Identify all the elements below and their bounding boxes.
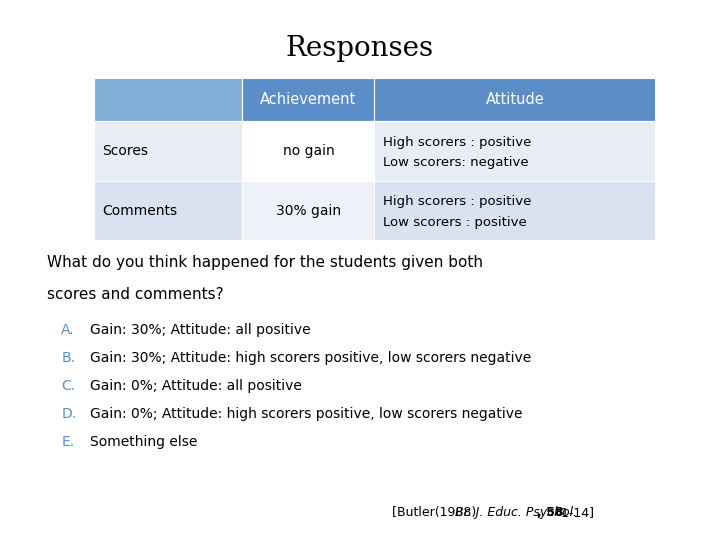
Text: What do you think happened for the students given both: What do you think happened for the stude… <box>47 255 483 271</box>
Bar <box>374 78 655 122</box>
Text: B.: B. <box>61 351 75 365</box>
Text: 1-14]: 1-14] <box>557 507 593 519</box>
Text: Gain: 0%; Attitude: all positive: Gain: 0%; Attitude: all positive <box>90 379 302 393</box>
Text: , 58: , 58 <box>537 507 564 519</box>
Text: Comments: Comments <box>102 204 177 218</box>
Text: Responses: Responses <box>286 35 434 62</box>
Bar <box>374 181 655 240</box>
Text: C.: C. <box>61 379 76 393</box>
Text: scores and comments?: scores and comments? <box>47 287 223 302</box>
Bar <box>94 181 243 240</box>
Text: Low scorers : positive: Low scorers : positive <box>383 216 527 229</box>
Text: Achievement: Achievement <box>261 92 356 107</box>
Text: Br. J. Educ. Psychol.: Br. J. Educ. Psychol. <box>455 507 577 519</box>
Bar <box>243 122 374 181</box>
Text: Gain: 30%; Attitude: all positive: Gain: 30%; Attitude: all positive <box>90 323 310 337</box>
Bar <box>94 122 243 181</box>
Text: 30% gain: 30% gain <box>276 204 341 218</box>
Text: Something else: Something else <box>90 435 197 449</box>
Text: High scorers : positive: High scorers : positive <box>383 195 531 208</box>
Text: Gain: 30%; Attitude: high scorers positive, low scorers negative: Gain: 30%; Attitude: high scorers positi… <box>90 351 531 365</box>
Bar <box>243 78 374 122</box>
Bar <box>243 181 374 240</box>
Text: [Butler(1988): [Butler(1988) <box>392 507 481 519</box>
Text: Gain: 0%; Attitude: high scorers positive, low scorers negative: Gain: 0%; Attitude: high scorers positiv… <box>90 407 523 421</box>
Text: Attitude: Attitude <box>485 92 544 107</box>
Bar <box>374 122 655 181</box>
Text: High scorers : positive: High scorers : positive <box>383 136 531 148</box>
Text: D.: D. <box>61 407 76 421</box>
Text: E.: E. <box>61 435 74 449</box>
Bar <box>94 78 243 122</box>
Text: A.: A. <box>61 323 75 337</box>
Text: Low scorers: negative: Low scorers: negative <box>383 157 528 170</box>
Text: Scores: Scores <box>102 144 148 158</box>
Text: no gain: no gain <box>282 144 334 158</box>
